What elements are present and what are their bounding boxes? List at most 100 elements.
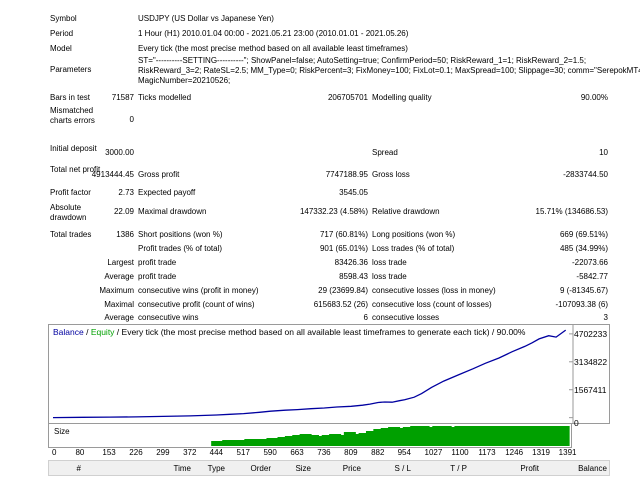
expected-payoff-label: Expected payoff <box>138 188 196 197</box>
gross-loss-value: -2833744.50 <box>563 170 608 179</box>
size-bar <box>314 436 327 446</box>
average-consecutive-losses-value: 3 <box>603 313 608 322</box>
size-bar <box>244 439 257 446</box>
parameters-line-3: MagicNumber=20210526; <box>138 76 231 85</box>
x-tick-label-19: 1391 <box>558 448 577 457</box>
chart-header-balance: Balance <box>53 327 84 337</box>
x-tick-label-13: 954 <box>397 448 411 457</box>
ticks-value: 206705701 <box>327 93 368 102</box>
model-value: Every tick (the most precise method base… <box>138 44 408 53</box>
x-tick-label-11: 809 <box>344 448 358 457</box>
x-tick-label-18: 1319 <box>532 448 550 457</box>
average-consecutive-wins-value: 6 <box>363 313 368 322</box>
chart-header-separator: / <box>83 327 91 337</box>
largest-profit-trade-label: profit trade <box>138 258 177 267</box>
deals-column-time[interactable]: Time <box>173 464 191 473</box>
absolute-drawdown-label: Absolute drawdown <box>50 203 87 222</box>
x-tick-label-3: 226 <box>129 448 143 457</box>
period-value: 1 Hour (H1) 2010.01.04 00:00 - 2021.05.2… <box>138 29 409 38</box>
x-tick-label-0: 0 <box>52 448 57 457</box>
bars-value: 71587 <box>111 93 134 102</box>
x-tick-label-16: 1173 <box>478 448 496 457</box>
size-bar <box>284 436 297 446</box>
chart-header: Balance / Equity / Every tick (the most … <box>53 327 525 337</box>
gross-profit-label: Gross profit <box>138 170 180 179</box>
size-panel: Size <box>48 424 572 448</box>
x-tick-label-12: 882 <box>371 448 385 457</box>
x-axis: 0 80 153 226 299 372 444 517 590 663 736 809 882 954 1… <box>48 448 610 458</box>
deals-column-size[interactable]: Size <box>295 464 311 473</box>
average-consecutive-wins-label: consecutive wins <box>138 313 199 322</box>
gross-loss-label: Gross loss <box>372 170 410 179</box>
x-tick-label-15: 1100 <box>451 448 469 457</box>
chart-header-equity: Equity <box>90 327 115 337</box>
maximal-consecutive-loss-value: -107093.38 (6) <box>555 300 608 309</box>
spread-value: 10 <box>599 148 608 157</box>
x-tick-label-6: 444 <box>209 448 223 457</box>
parameters-label: Parameters <box>50 65 92 74</box>
loss-trades-label: Loss trades (% of total) <box>372 244 455 253</box>
max-consecutive-wins-value: 29 (23699.84) <box>318 286 368 295</box>
profit-trades-value: 901 (65.01%) <box>319 244 368 253</box>
deals-column-number[interactable]: # <box>76 464 81 473</box>
x-tick-label-4: 299 <box>156 448 170 457</box>
x-tick-label-17: 1246 <box>505 448 524 457</box>
max-consecutive-wins-label: consecutive wins (profit in money) <box>138 286 259 295</box>
deals-column-sl[interactable]: S / L <box>394 464 411 473</box>
x-tick-label-8: 590 <box>263 448 277 457</box>
deals-column-price[interactable]: Price <box>342 464 361 473</box>
long-positions-label: Long positions (won %) <box>372 230 456 239</box>
parameters-line-1: ST="----------SETTING----------"; ShowPa… <box>138 56 587 65</box>
size-bar <box>266 438 279 446</box>
chart-header-description: / Every tick (the most precise method ba… <box>114 327 526 337</box>
deals-column-balance[interactable]: Balance <box>578 464 607 473</box>
deals-column-profit[interactable]: Profit <box>520 464 539 473</box>
deals-column-tp[interactable]: T / P <box>450 464 467 473</box>
model-label: Model <box>50 44 72 53</box>
y-tick-label-1: 3134822 <box>574 356 608 367</box>
maximum-label: Maximum <box>99 286 134 295</box>
series-line-balance <box>52 329 567 419</box>
x-tick-label-2: 153 <box>102 448 116 457</box>
ticks-label: Ticks modelled <box>138 93 192 102</box>
size-bar <box>277 437 290 446</box>
profit-trades-label: Profit trades (% of total) <box>138 244 223 253</box>
largest-loss-trade-label: loss trade <box>372 258 407 267</box>
spread-label: Spread <box>372 148 398 157</box>
average-label: Average <box>104 272 134 281</box>
size-bar <box>292 435 305 446</box>
size-chart-plot <box>211 426 570 446</box>
size-bar <box>307 435 319 446</box>
short-positions-value: 717 (60.81%) <box>319 230 368 239</box>
deals-column-order[interactable]: Order <box>250 464 271 473</box>
symbol-value: USDJPY (US Dollar vs Japanese Yen) <box>138 14 274 23</box>
deals-column-type[interactable]: Type <box>207 464 225 473</box>
relative-drawdown-value: 15.71% (134686.53) <box>535 207 609 216</box>
size-bar <box>336 435 349 446</box>
average-profit-trade-label: profit trade <box>138 272 177 281</box>
x-tick-label-5: 372 <box>183 448 197 457</box>
largest-label: Largest <box>107 258 134 267</box>
maximal-consecutive-loss-label: consecutive loss (count of losses) <box>372 300 492 309</box>
maximal-consecutive-profit-label: consecutive profit (count of wins) <box>138 300 255 309</box>
balance-chart: Balance / Equity / Every tick (the most … <box>48 324 610 424</box>
size-bar <box>233 440 246 446</box>
deposit-value: 3000.00 <box>105 148 134 157</box>
quality-label: Modelling quality <box>372 93 432 102</box>
net-profit-value: 4913444.45 <box>91 170 134 179</box>
gross-profit-value: 7747188.95 <box>325 170 368 179</box>
deals-table-header: # Time Type Order Size Price S / L T / P Profit B… <box>48 460 610 476</box>
average-consecutive-losses-label: consecutive losses <box>372 313 440 322</box>
maximal-consecutive-profit-value: 615683.52 (26) <box>313 300 368 309</box>
maximal-label: Maximal <box>104 300 134 309</box>
bars-label: Bars in test <box>50 93 91 102</box>
balance-chart-plot <box>52 325 574 423</box>
average-loss-trade-label: loss trade <box>372 272 407 281</box>
profit-factor-value: 2.73 <box>118 188 134 197</box>
quality-value: 90.00% <box>580 93 608 102</box>
profit-factor-label: Profit factor <box>50 188 91 197</box>
symbol-label: Symbol <box>50 14 77 23</box>
x-tick-label-1: 80 <box>75 448 85 457</box>
expected-payoff-value: 3545.05 <box>339 188 368 197</box>
long-positions-value: 669 (69.51%) <box>559 230 608 239</box>
